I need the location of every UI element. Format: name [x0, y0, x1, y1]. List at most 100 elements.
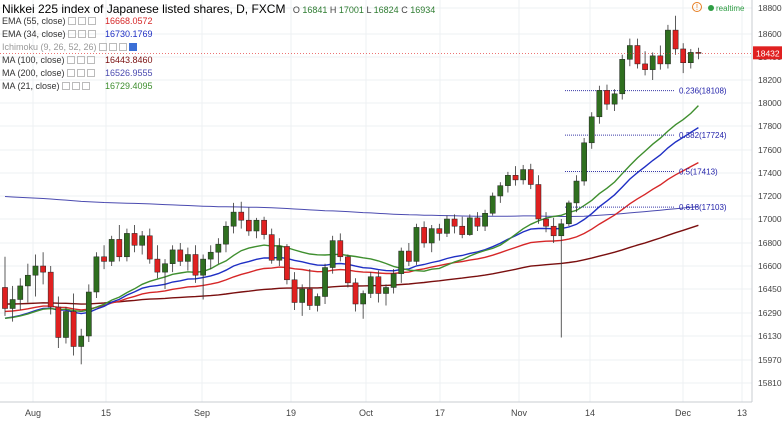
candle: [131, 225, 138, 253]
candle-body: [284, 246, 290, 281]
candle-body: [2, 287, 8, 309]
low-value: 16824: [373, 5, 399, 15]
candle-body: [695, 52, 702, 54]
indicator-ma200[interactable]: MA (200, close) 16526.9555: [2, 68, 153, 78]
ohlc-readout: O 16841 H 17001 L 16824 C 16934: [292, 5, 436, 15]
settings-icon[interactable]: [76, 69, 85, 77]
fib-level-0[interactable]: 0.236(18108): [565, 87, 727, 96]
indicator-label: EMA (55, close): [2, 16, 66, 26]
visibility-icon[interactable]: [67, 30, 76, 38]
time-tick-label: 15: [101, 408, 111, 418]
candle: [108, 235, 115, 266]
price-tick-label: 15970: [758, 355, 782, 365]
candle-body: [299, 288, 306, 303]
candle-body: [642, 63, 648, 70]
candle-body: [154, 258, 161, 273]
settings-icon[interactable]: [77, 17, 86, 25]
candle-body: [169, 249, 176, 264]
candle-body: [276, 246, 283, 261]
info-icon[interactable]: !: [692, 2, 702, 12]
settings-icon[interactable]: [77, 30, 86, 38]
candle-body: [85, 291, 92, 337]
price-tick-label: 16600: [758, 261, 782, 271]
candle: [306, 269, 313, 310]
price-tick-label: 16290: [758, 308, 782, 318]
candle-body: [124, 233, 130, 258]
close-icon[interactable]: [86, 69, 95, 77]
candle: [566, 200, 572, 227]
candle-body: [680, 48, 687, 64]
candle: [665, 24, 671, 69]
candle-body: [390, 273, 397, 288]
indicator-ma100[interactable]: MA (100, close) 16443.8460: [2, 55, 153, 65]
fib-level-3[interactable]: 0.618(17103): [565, 203, 727, 212]
last-price-label: 18432: [756, 48, 780, 58]
candle: [482, 209, 488, 231]
candle-body: [566, 202, 572, 225]
candle: [345, 254, 351, 288]
visibility-icon[interactable]: [67, 17, 76, 25]
candle-body: [93, 256, 100, 293]
indicator-ema34[interactable]: EMA (34, close) 16730.1769: [2, 29, 153, 39]
price-tick-label: 15810: [758, 378, 782, 388]
candle: [25, 263, 31, 303]
candle: [421, 221, 427, 248]
candle-body: [497, 185, 504, 197]
candle: [611, 89, 618, 112]
candle-body: [337, 240, 344, 258]
candle-body: [245, 219, 252, 232]
eye-icon[interactable]: [128, 43, 137, 51]
indicator-ema55[interactable]: EMA (55, close) 16668.0572: [2, 16, 153, 26]
close-icon[interactable]: [118, 43, 127, 51]
close-icon[interactable]: [87, 30, 96, 38]
candle-body: [253, 219, 260, 232]
candle: [352, 278, 359, 312]
candle-body: [474, 217, 481, 227]
candle: [451, 214, 458, 234]
candle: [55, 296, 62, 348]
candle-body: [505, 175, 511, 186]
price-axis[interactable]: 1880018600184001820018000178001760017400…: [0, 3, 782, 388]
candle: [139, 231, 146, 255]
candle: [558, 219, 565, 338]
candle-body: [9, 299, 16, 309]
candle-body: [139, 235, 146, 246]
close-icon[interactable]: [87, 17, 96, 25]
price-tick-label: 16450: [758, 284, 782, 294]
candle-body: [261, 219, 267, 235]
close-icon[interactable]: [81, 82, 90, 90]
indicator-value: 16730.1769: [105, 29, 153, 39]
close-icon[interactable]: [86, 56, 95, 64]
visibility-icon[interactable]: [66, 56, 75, 64]
settings-icon[interactable]: [71, 82, 80, 90]
candle: [299, 284, 306, 316]
visibility-icon[interactable]: [61, 82, 70, 90]
candle: [177, 243, 184, 266]
candle: [185, 247, 191, 271]
indicator-ma21[interactable]: MA (21, close) 16729.4095: [2, 81, 153, 91]
indicator-value: 16729.4095: [105, 81, 153, 91]
candle: [573, 175, 580, 213]
candle: [588, 112, 595, 149]
candle-body: [611, 93, 618, 105]
time-axis[interactable]: Aug 15 Sep 19 Oct 17 Nov 14 Dec 13: [25, 408, 747, 418]
candle-body: [421, 227, 427, 244]
candle: [230, 202, 237, 234]
price-tick-label: 17600: [758, 145, 782, 155]
settings-icon[interactable]: [76, 56, 85, 64]
live-dot-icon: [708, 5, 714, 11]
candle: [680, 43, 687, 74]
candle-body: [489, 195, 496, 214]
price-tick-label: 17000: [758, 214, 782, 224]
candle-body: [398, 250, 405, 274]
settings-icon[interactable]: [108, 43, 117, 51]
candle: [474, 212, 481, 231]
price-tick-label: 16800: [758, 238, 782, 248]
indicator-ichimoku[interactable]: Ichimoku (9, 26, 52, 26): [2, 42, 137, 52]
candle: [85, 284, 92, 342]
candle: [268, 228, 275, 264]
fib-level-1[interactable]: 0.382(17724): [565, 131, 727, 140]
visibility-icon[interactable]: [66, 69, 75, 77]
visibility-icon[interactable]: [98, 43, 107, 51]
